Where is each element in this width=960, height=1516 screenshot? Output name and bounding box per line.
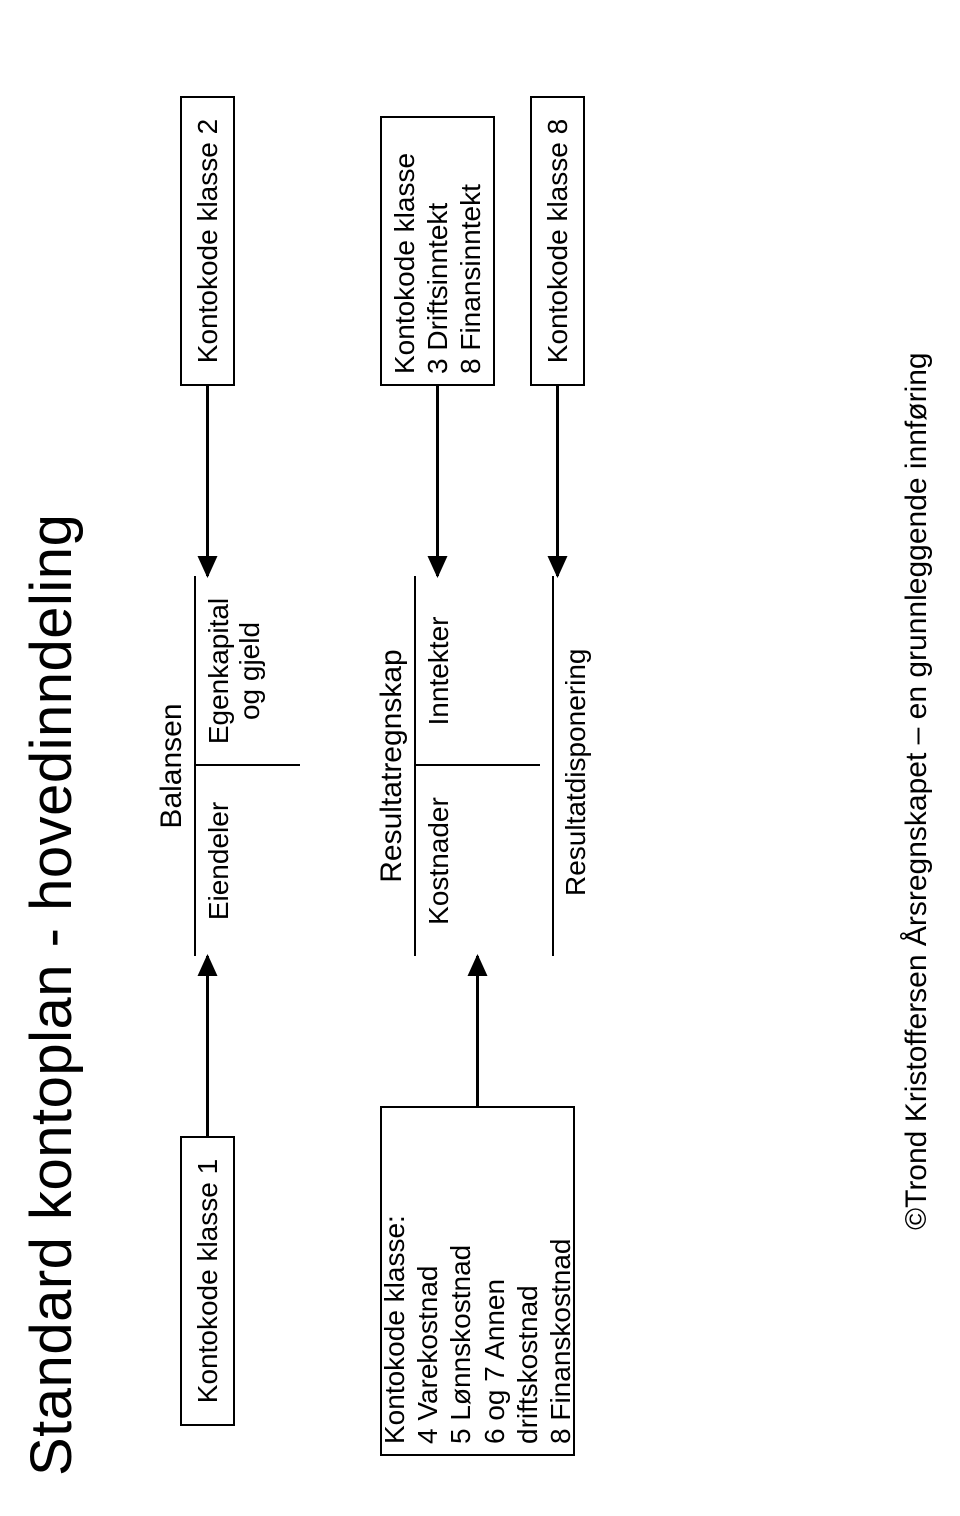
box-line: 5 Lønnskostnad [444, 1118, 477, 1444]
box-inntekt-liste: Kontokode klasse3 Driftsinntekt8 Finansi… [380, 116, 495, 386]
box-line: Kontokode klasse: [378, 1118, 411, 1444]
box-line: 6 og 7 Annen driftskostnad [478, 1118, 544, 1444]
t-account-balansen: Balansen Eiendeler Egenkapitalog gjeld [150, 576, 300, 956]
t-account-resultat: Resultatregnskap Kostnader Inntekter [370, 576, 540, 956]
footer-credit: ©Trond Kristoffersen Årsregnskapet – en … [900, 352, 934, 1230]
box-line: Kontokode klasse [388, 128, 421, 374]
box-line: 8 Finansinntekt [454, 128, 487, 374]
box-kostnad-liste: Kontokode klasse:4 Varekostnad5 Lønnskos… [380, 1106, 575, 1456]
page-title: Standard kontoplan - hovedinndeling [18, 514, 85, 1476]
t-balansen-topbar [194, 576, 196, 956]
box-konto-8: Kontokode klasse 8 [530, 96, 585, 386]
box-line: Kontokode klasse 8 [541, 119, 574, 363]
t-resultat-left: Kostnader [424, 766, 455, 956]
resultatdisp-label: Resultatdisponering [560, 649, 592, 897]
rotated-canvas: Standard kontoplan - hovedinndeling Kont… [0, 0, 960, 1516]
page-root: Standard kontoplan - hovedinndeling Kont… [0, 0, 960, 1516]
box-line: 4 Varekostnad [411, 1118, 444, 1444]
resultatdisp-line [552, 576, 554, 956]
box-line: Kontokode klasse 1 [191, 1159, 224, 1403]
t-balansen-left: Eiendeler [204, 766, 235, 956]
box-line: 8 Finanskostnad [544, 1118, 577, 1444]
box-line: 3 Driftsinntekt [421, 128, 454, 374]
box-konto-2: Kontokode klasse 2 [180, 96, 235, 386]
t-resultat-right: Inntekter [424, 576, 455, 766]
t-resultat-topbar [414, 576, 416, 956]
box-line: Kontokode klasse 2 [191, 119, 224, 363]
t-balansen-right: Egenkapitalog gjeld [204, 576, 266, 766]
t-balansen-title: Balansen [150, 576, 194, 956]
t-resultat-title: Resultatregnskap [370, 576, 414, 956]
box-konto-1: Kontokode klasse 1 [180, 1136, 235, 1426]
